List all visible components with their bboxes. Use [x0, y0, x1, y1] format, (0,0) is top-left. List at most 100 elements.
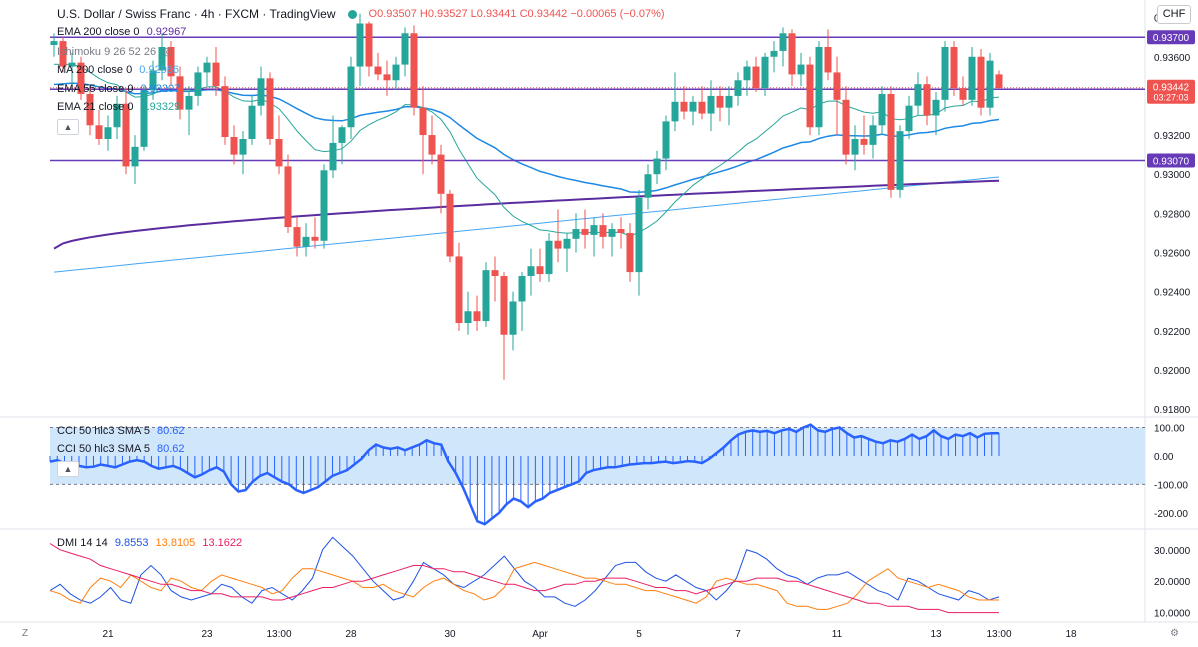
candle-body [311, 236, 319, 241]
candle-body [959, 88, 967, 100]
candle-body [914, 84, 922, 106]
candle-body [761, 56, 769, 89]
legend-cci-duplicate[interactable]: CCI 50 hlc3 SMA 5 80.62 [57, 443, 185, 455]
candle-body [743, 66, 751, 81]
dmi-tick-label: 30.0000 [1154, 546, 1191, 557]
level-price-label: 0.93700 [1153, 33, 1190, 44]
price-tick-label: 0.92000 [1154, 366, 1191, 377]
candle-body [401, 33, 409, 65]
legend-cci-label: CCI 50 hlc3 SMA 5 [57, 425, 150, 437]
candle-body [482, 270, 490, 322]
legend-ma200-value: 0.92986 [139, 64, 180, 76]
candle-body [59, 41, 67, 67]
price-tick-label: 0.91800 [1154, 405, 1191, 416]
cci-tick-label: -200.00 [1154, 509, 1188, 520]
candle-body [896, 131, 904, 190]
candle-body [284, 166, 292, 228]
time-tick-label: 23 [201, 629, 213, 640]
ema21-line [53, 63, 1000, 237]
bar-countdown-label: 03:27:03 [1153, 93, 1188, 103]
candle-body [518, 276, 526, 302]
candle-body [734, 80, 742, 96]
gear-icon[interactable]: ⚙ [1170, 628, 1179, 639]
candle-body [653, 158, 661, 175]
legend-ema200-value: 0.92967 [146, 26, 187, 38]
candle-body [824, 46, 832, 73]
legend-cci[interactable]: CCI 50 hlc3 SMA 5 80.62 [57, 425, 185, 437]
ohlc-readout: O0.93507 H0.93527 L0.93441 C0.93442 −0.0… [368, 8, 665, 20]
legend-ema200-label: EMA 200 close 0 [57, 26, 140, 38]
candle-body [554, 240, 562, 249]
legend-ema21[interactable]: EMA 21 close 0 0.93329 [57, 101, 180, 113]
dmi-series-line [49, 561, 999, 610]
cci-tick-label: 100.00 [1154, 424, 1185, 435]
candle-body [437, 154, 445, 194]
candle-body [104, 127, 112, 139]
legend-dmi[interactable]: DMI 14 14 9.8553 13.8105 13.1622 [57, 537, 242, 549]
symbol-title[interactable]: U.S. Dollar / Swiss Franc · 4h · FXCM · … [57, 7, 336, 21]
candle-body [788, 33, 796, 75]
candle-body [878, 93, 886, 126]
candle-body [185, 95, 193, 110]
candle-body [473, 311, 481, 322]
legend-ma200-label: MA 200 close 0 [57, 64, 133, 76]
candle-body [977, 56, 985, 108]
legend-collapse-button[interactable]: ▲ [57, 119, 79, 135]
time-tick-label: 11 [832, 629, 843, 640]
price-tick-label: 0.92800 [1154, 209, 1191, 220]
currency-button[interactable]: CHF [1157, 5, 1191, 24]
candle-body [833, 72, 841, 100]
legend-ema200[interactable]: EMA 200 close 0 0.92967 [57, 26, 186, 38]
candle-body [347, 66, 355, 128]
legend-ema55-value: 0.93207 [140, 83, 181, 95]
candle-body [356, 23, 364, 67]
legend-ema55-label: EMA 55 close 0 [57, 83, 134, 95]
candle-body [266, 78, 274, 139]
candle-body [608, 229, 616, 237]
candle-body [491, 270, 499, 277]
candle-body [932, 99, 940, 116]
zoom-button[interactable]: Z [22, 628, 29, 639]
candle-body [905, 105, 913, 132]
candle-body [50, 41, 58, 46]
candle-body [230, 137, 238, 155]
candle-body [671, 101, 679, 122]
candle-body [122, 103, 130, 167]
time-tick-label: 5 [636, 629, 642, 640]
candle-body [158, 46, 166, 71]
candle-body [635, 197, 643, 273]
candle-body [212, 62, 220, 87]
time-tick-label: 7 [735, 629, 741, 640]
candle-body [410, 33, 418, 108]
time-tick-label: 13 [930, 629, 942, 640]
candle-body [581, 229, 589, 235]
candle-body [527, 266, 535, 277]
hidden-eye-icon[interactable]: ◎ [163, 46, 173, 58]
legend-cci-value: 80.62 [157, 425, 185, 437]
ema55-line [53, 82, 1000, 193]
candle-body [986, 60, 994, 108]
candle-body [860, 138, 868, 145]
cci-collapse-button[interactable]: ▲ [57, 461, 79, 477]
legend-ichimoku[interactable]: Ichimoku 9 26 52 26 ◎ [57, 45, 173, 58]
cci-tick-label: -100.00 [1154, 480, 1188, 491]
price-tick-label: 0.93000 [1154, 170, 1191, 181]
legend-ma200[interactable]: MA 200 close 0 0.92986 [57, 64, 179, 76]
candle-body [950, 46, 958, 89]
candle-body [131, 146, 139, 167]
candle-body [995, 74, 1003, 89]
candle-body [257, 78, 265, 106]
candle-body [563, 238, 571, 249]
candle-body [167, 46, 175, 77]
legend-dmi-adx: 13.1622 [202, 537, 243, 549]
candle-body [509, 301, 517, 335]
price-tick-label: 0.92400 [1154, 288, 1191, 299]
candle-body [707, 95, 715, 114]
candle-body [320, 170, 328, 241]
time-tick-label: Apr [532, 629, 548, 640]
legend-dmi-minus: 13.8105 [155, 537, 196, 549]
candle-body [752, 66, 760, 89]
dmi-tick-label: 20.0000 [1154, 577, 1191, 588]
legend-ema55[interactable]: EMA 55 close 0 0.93207 [57, 83, 180, 95]
